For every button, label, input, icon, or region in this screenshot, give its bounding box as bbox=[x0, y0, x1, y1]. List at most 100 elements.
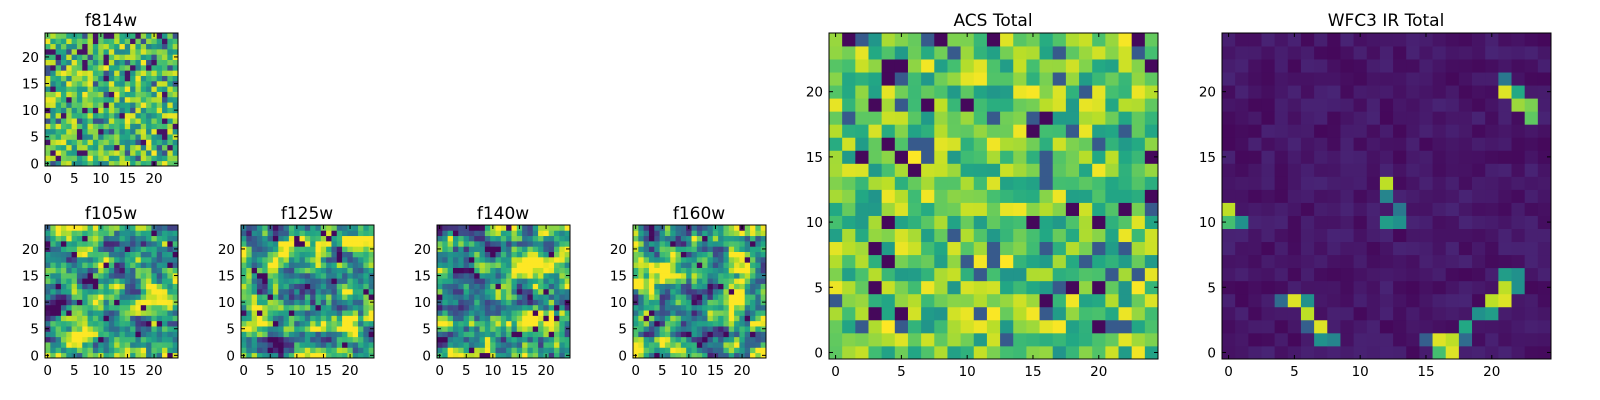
heatmap-cell bbox=[140, 38, 147, 45]
heatmap-cell bbox=[463, 240, 470, 247]
heatmap-cell bbox=[172, 225, 179, 231]
y-tick-label: 15 bbox=[414, 269, 431, 285]
heatmap-cell bbox=[130, 326, 136, 332]
heatmap-cell bbox=[299, 278, 306, 284]
heatmap-cell bbox=[55, 70, 62, 76]
heatmap-cell bbox=[342, 235, 348, 242]
heatmap-cell bbox=[108, 331, 115, 338]
heatmap-cell bbox=[1432, 33, 1447, 47]
heatmap-cell bbox=[130, 278, 136, 284]
heatmap-cell bbox=[119, 70, 126, 76]
heatmap-cell bbox=[124, 288, 131, 295]
heatmap-cell bbox=[146, 304, 152, 311]
heatmap-cell bbox=[135, 310, 142, 316]
heatmap-cell bbox=[288, 342, 295, 348]
heatmap-cell bbox=[947, 124, 961, 138]
heatmap-cell bbox=[511, 235, 518, 242]
heatmap-cell bbox=[1131, 163, 1146, 177]
heatmap-cell bbox=[363, 246, 370, 252]
heatmap-cell bbox=[135, 299, 142, 306]
heatmap-cell bbox=[643, 267, 650, 274]
heatmap-cell bbox=[151, 86, 158, 92]
heatmap-cell bbox=[1498, 267, 1512, 282]
heatmap-cell bbox=[146, 272, 152, 279]
heatmap-cell bbox=[855, 241, 869, 256]
heatmap-cell bbox=[1144, 46, 1159, 60]
heatmap-cell bbox=[670, 352, 676, 359]
heatmap-cell bbox=[868, 241, 883, 256]
heatmap-cell bbox=[87, 288, 94, 295]
heatmap-cell bbox=[680, 326, 687, 332]
heatmap-cell bbox=[458, 342, 464, 348]
heatmap-cell bbox=[246, 310, 253, 316]
heatmap-cell bbox=[532, 352, 539, 359]
heatmap-cell bbox=[1118, 280, 1133, 295]
heatmap-cell bbox=[638, 299, 645, 306]
heatmap-cell bbox=[973, 267, 988, 282]
heatmap-cell bbox=[1314, 332, 1328, 347]
heatmap-cell bbox=[1248, 241, 1262, 256]
heatmap-cell bbox=[638, 272, 645, 279]
heatmap-cell bbox=[442, 294, 449, 300]
heatmap-cell bbox=[664, 288, 671, 295]
heatmap-cell bbox=[331, 331, 338, 338]
heatmap-cell bbox=[262, 352, 268, 359]
heatmap-cell bbox=[124, 59, 131, 66]
heatmap-cell bbox=[1419, 176, 1433, 190]
heatmap-cell bbox=[516, 272, 523, 279]
heatmap-cell bbox=[151, 267, 158, 274]
heatmap-cell bbox=[1353, 33, 1368, 47]
heatmap-cell bbox=[272, 336, 279, 343]
heatmap-cell bbox=[60, 38, 67, 45]
heatmap-cell bbox=[654, 336, 660, 343]
heatmap-cell bbox=[907, 189, 922, 203]
heatmap-cell bbox=[1340, 72, 1354, 86]
heatmap-cell bbox=[1248, 46, 1262, 60]
heatmap-cell bbox=[272, 347, 279, 354]
heatmap-cell bbox=[744, 326, 751, 332]
heatmap-cell bbox=[1353, 319, 1368, 334]
heatmap-cell bbox=[45, 70, 51, 76]
heatmap-cell bbox=[1013, 228, 1027, 243]
heatmap-cell bbox=[1340, 46, 1354, 60]
heatmap-cell bbox=[363, 310, 370, 316]
heatmap-cell bbox=[1393, 150, 1407, 164]
heatmap-cell bbox=[538, 320, 544, 327]
heatmap-cell bbox=[1340, 33, 1354, 47]
heatmap-cell bbox=[310, 246, 316, 252]
heatmap-cell bbox=[734, 256, 740, 263]
heatmap-cell bbox=[506, 331, 512, 338]
heatmap-cell bbox=[973, 202, 988, 216]
heatmap-cell bbox=[702, 342, 708, 348]
heatmap-cell bbox=[881, 293, 896, 308]
heatmap-cell bbox=[130, 43, 136, 50]
heatmap-cell bbox=[691, 225, 698, 231]
heatmap-cell bbox=[506, 320, 512, 327]
heatmap-cell bbox=[108, 225, 115, 231]
heatmap-cell bbox=[1222, 228, 1236, 243]
heatmap-cell bbox=[1432, 176, 1447, 190]
heatmap-cell bbox=[76, 155, 83, 162]
heatmap-cell bbox=[960, 254, 975, 269]
heatmap-cell bbox=[358, 288, 364, 295]
heatmap-cell bbox=[1340, 293, 1354, 308]
heatmap-cell bbox=[262, 225, 268, 231]
heatmap-cell bbox=[643, 240, 650, 247]
heatmap-cell bbox=[718, 304, 724, 311]
heatmap-cell bbox=[251, 278, 258, 284]
heatmap-cell bbox=[543, 294, 550, 300]
heatmap-cell bbox=[907, 33, 922, 47]
heatmap-cell bbox=[648, 225, 655, 231]
heatmap-cell bbox=[728, 299, 735, 306]
heatmap-cell bbox=[1248, 59, 1262, 73]
heatmap-cell bbox=[842, 267, 856, 282]
heatmap-cell bbox=[82, 91, 88, 98]
heatmap-cell bbox=[1419, 33, 1433, 47]
heatmap-cell bbox=[947, 293, 961, 308]
heatmap-cell bbox=[643, 299, 650, 306]
heatmap-cell bbox=[82, 123, 88, 130]
heatmap-cell bbox=[283, 262, 290, 268]
heatmap-cell bbox=[140, 102, 147, 108]
heatmap-cell bbox=[1222, 189, 1236, 203]
heatmap-cell bbox=[842, 163, 856, 177]
